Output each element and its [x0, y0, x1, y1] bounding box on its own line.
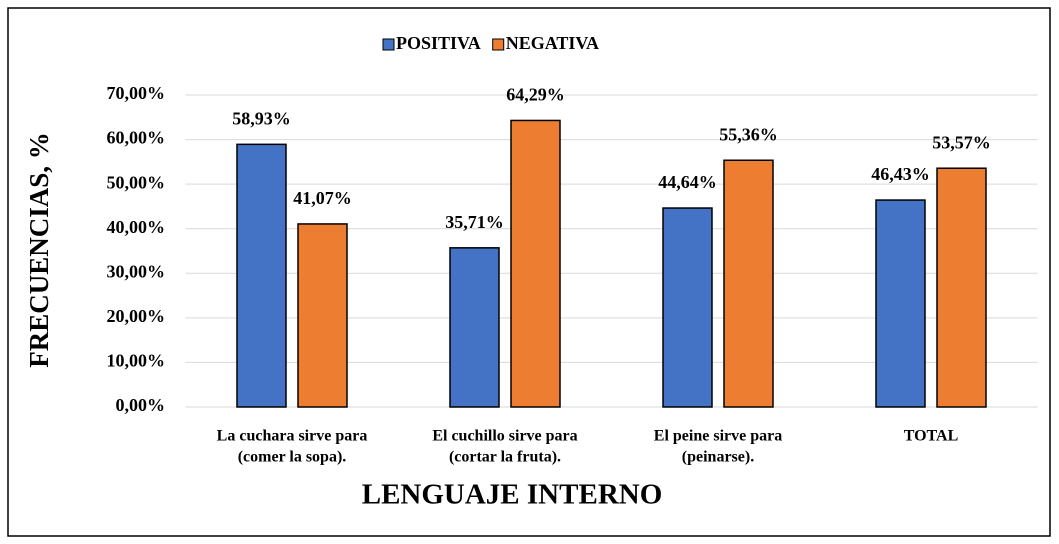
y-tick-label: 10,00%: [107, 351, 166, 371]
x-tick-label: La cuchara sirve para: [217, 428, 368, 445]
y-tick-label: 70,00%: [107, 83, 166, 103]
y-tick-label: 60,00%: [107, 128, 166, 148]
bar: [662, 207, 713, 408]
legend-label: NEGATIVA: [506, 33, 599, 53]
data-label: 58,93%: [232, 108, 291, 128]
bar: [936, 167, 987, 408]
x-tick-label: (cortar la fruta).: [449, 449, 561, 466]
y-axis-label: FRECUENCIAS, %: [24, 132, 54, 368]
x-tick-label: El cuchillo sirve para: [432, 428, 577, 445]
bar: [723, 159, 774, 408]
data-label: 44,64%: [658, 172, 717, 192]
y-tick-label: 50,00%: [107, 172, 166, 192]
y-tick-label: 30,00%: [107, 261, 166, 281]
x-tick-label: (peinarse).: [682, 449, 754, 466]
data-label: 55,36%: [719, 124, 778, 144]
legend-swatch: [382, 38, 395, 51]
x-tick-label: El peine sirve para: [654, 428, 782, 445]
legend-swatch: [492, 38, 505, 51]
x-tick-label: (comer la sopa).: [238, 449, 347, 466]
bar: [297, 223, 348, 408]
x-tick-label: TOTAL: [904, 428, 959, 445]
bar: [236, 143, 287, 408]
data-label: 46,43%: [871, 164, 930, 184]
y-tick-label: 20,00%: [107, 306, 166, 326]
bar: [449, 247, 500, 408]
data-label: 53,57%: [932, 132, 991, 152]
bar: [875, 199, 926, 408]
y-tick-label: 40,00%: [107, 217, 166, 237]
data-label: 41,07%: [293, 188, 352, 208]
legend-label: POSITIVA: [396, 33, 481, 53]
y-tick-label: 0,00%: [116, 395, 166, 415]
data-label: 35,71%: [445, 212, 504, 232]
data-label: 64,29%: [506, 85, 565, 105]
bar: [510, 119, 561, 408]
x-axis-label: LENGUAJE INTERNO: [362, 479, 663, 511]
